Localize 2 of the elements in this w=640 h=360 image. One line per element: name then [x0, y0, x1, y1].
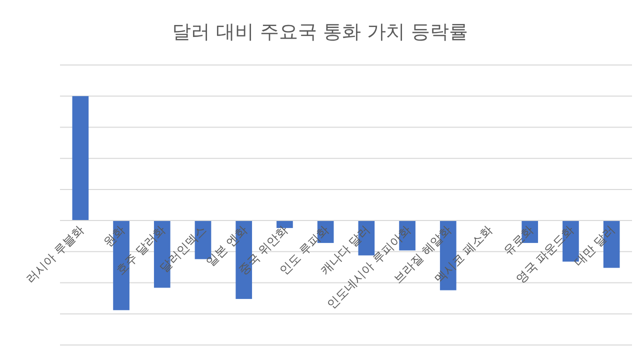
- x-tick-label: 원화: [100, 222, 128, 250]
- chart-title: 달러 대비 주요국 통화 가치 등락률: [172, 21, 468, 43]
